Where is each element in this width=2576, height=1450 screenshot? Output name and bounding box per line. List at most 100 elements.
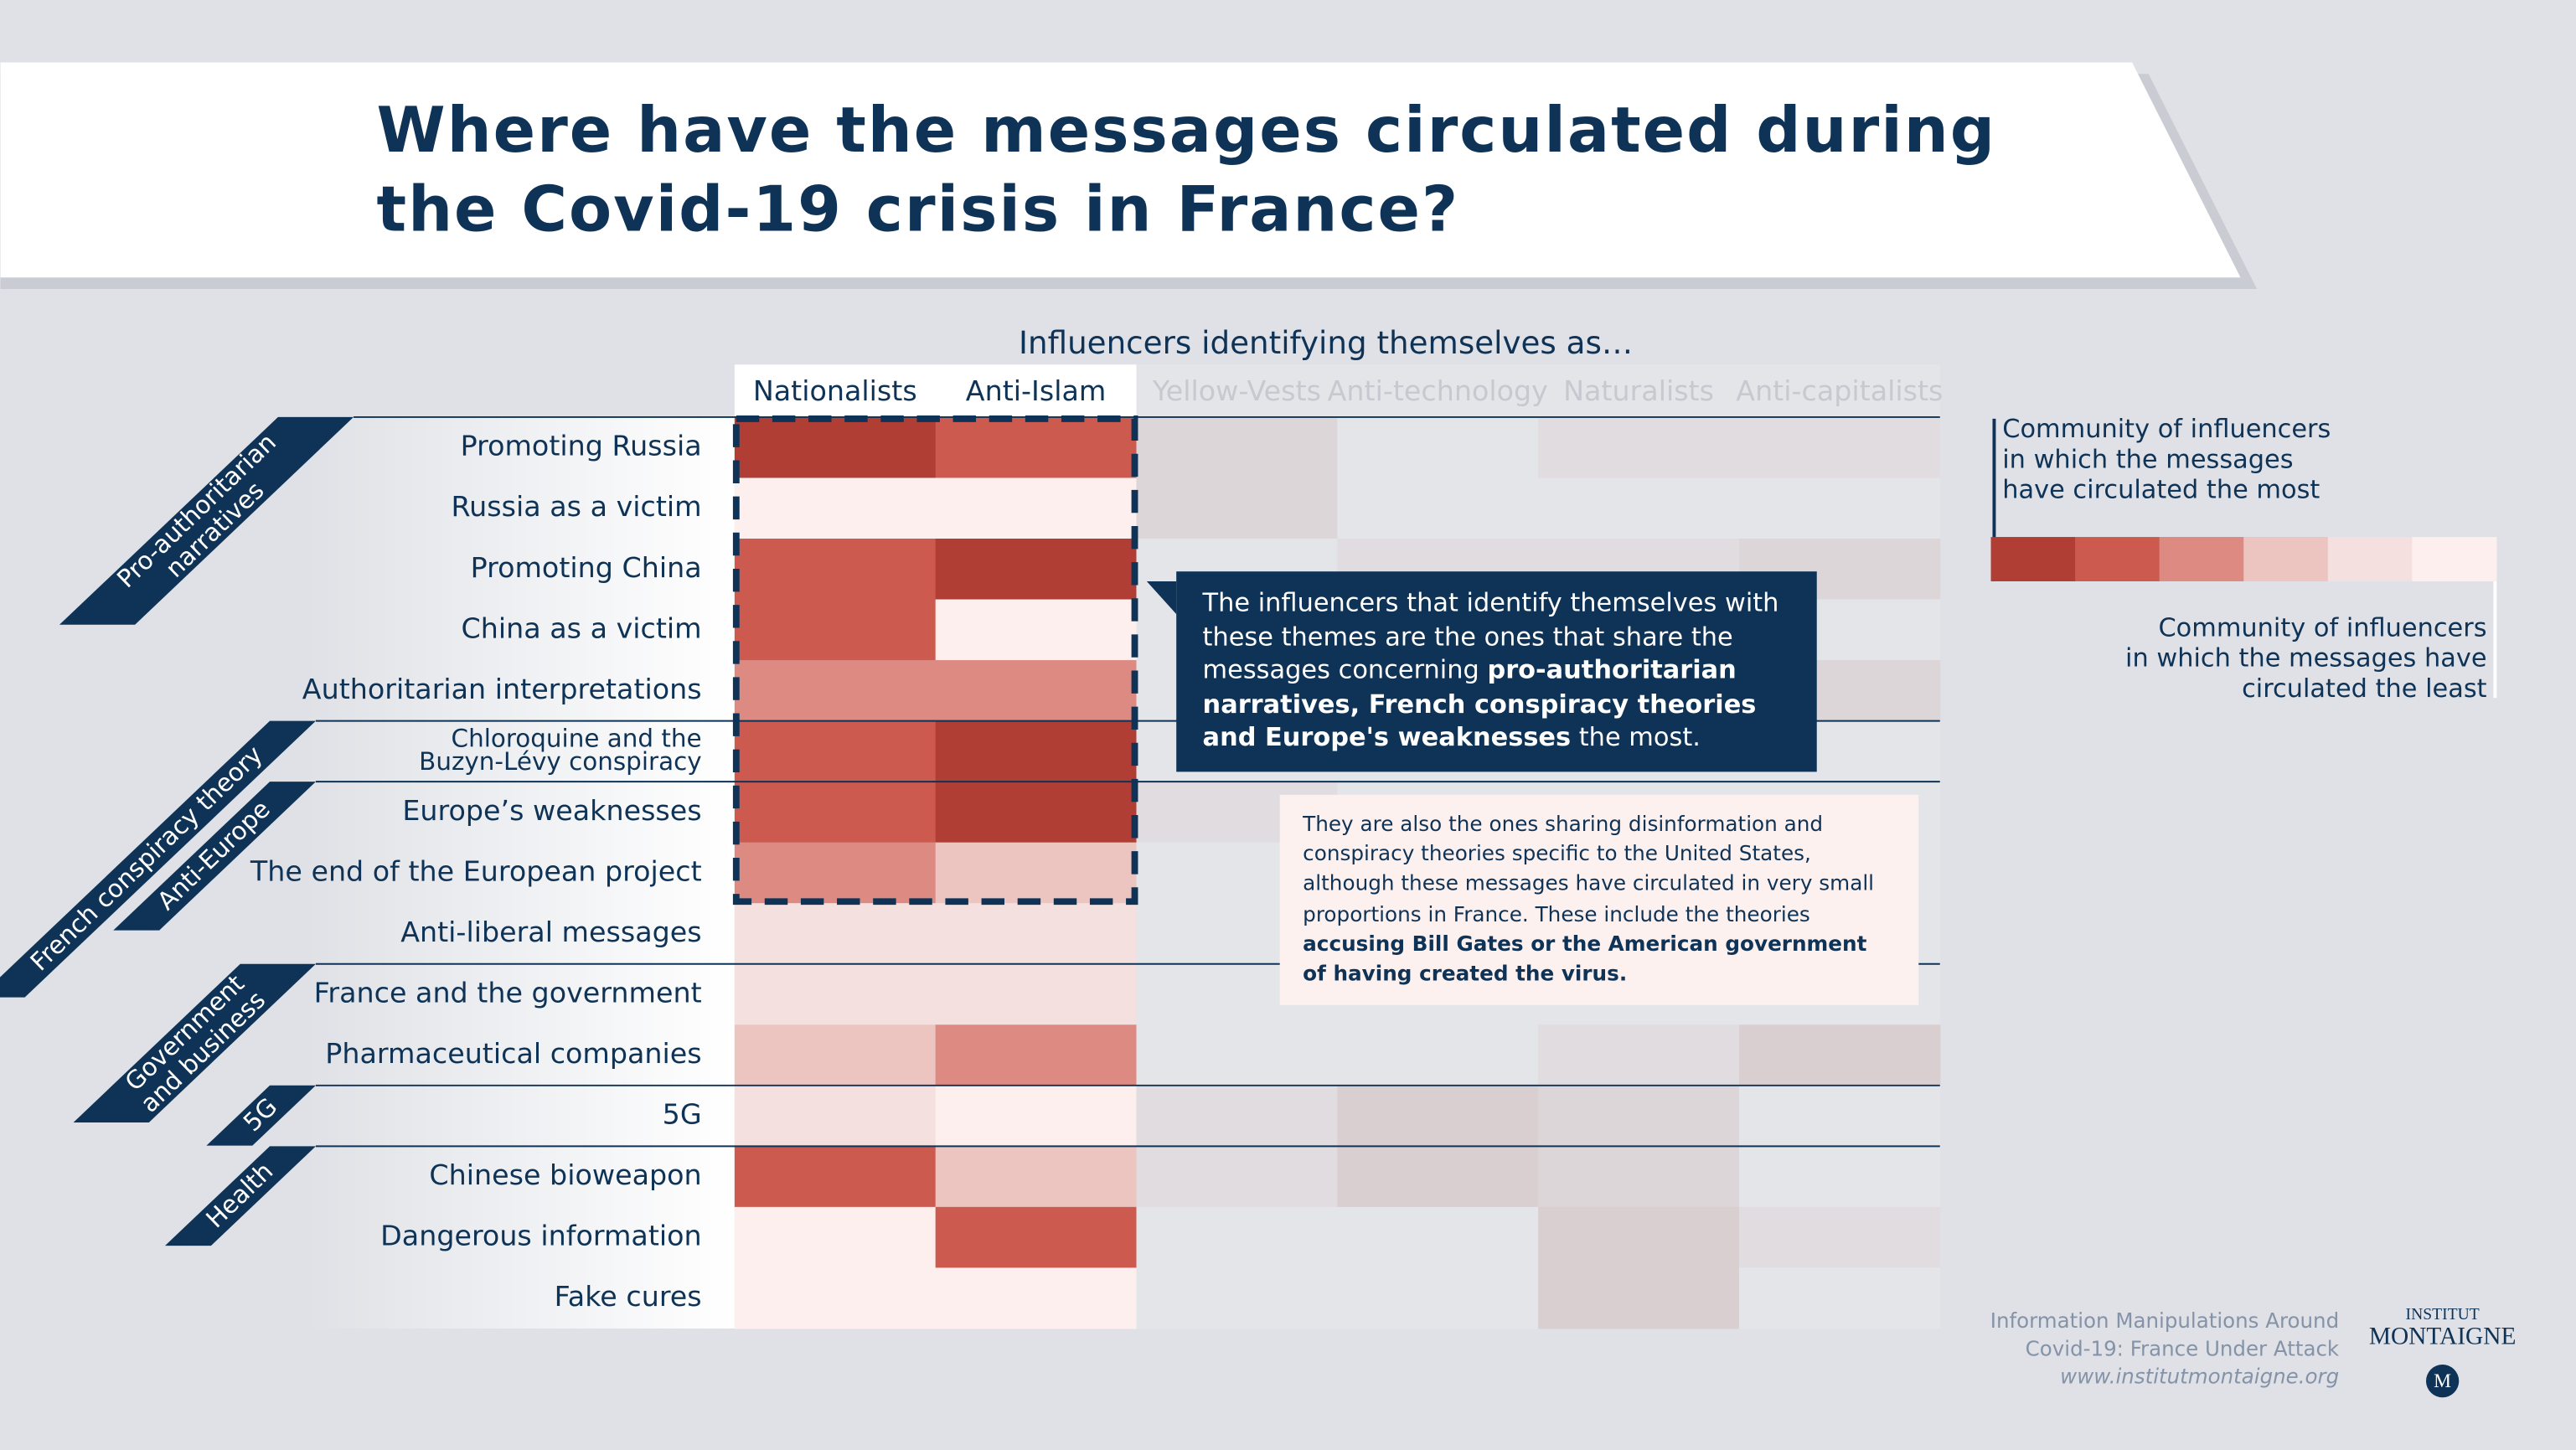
annotation-part: The influencers that identify themselves… [1202, 587, 1779, 685]
row-label: The end of the European project [250, 854, 702, 887]
annotation-text: The influencers that identify themselves… [1176, 571, 1817, 769]
row-label: Anti-liberal messages [400, 916, 701, 948]
annotation-part: They are also the ones sharing disinform… [1303, 811, 1875, 926]
heat-cell [935, 720, 1138, 782]
highlight-box [732, 415, 1138, 906]
annotation-part: accusing Bill Gates or the American gove… [1303, 931, 1867, 986]
column-label: Naturalists [1563, 374, 1714, 407]
legend-swatch [1990, 537, 2076, 581]
annotation-box [1279, 794, 1919, 1005]
heat-cell [1136, 1267, 1338, 1329]
heat-cell [734, 1146, 937, 1208]
column-header: Influencers identifying themselves as… [1019, 324, 1633, 361]
heat-cell [734, 1267, 937, 1329]
column-header-bg [1136, 364, 1940, 417]
heat-cell [1738, 477, 1941, 539]
heat-cell [1538, 477, 1740, 539]
heat-cell [1337, 1267, 1539, 1329]
column-label: Anti-technology [1328, 374, 1548, 407]
row-label: Europe’s weaknesses [402, 794, 701, 827]
heat-cell [1538, 1085, 1740, 1147]
heat-cell [935, 538, 1138, 601]
heat-cell [734, 842, 937, 904]
group-banner [0, 720, 316, 998]
column-label: Yellow-Vests [1152, 374, 1321, 407]
heat-cell [1136, 477, 1338, 539]
heat-cell [935, 1206, 1138, 1268]
heat-cell [935, 1085, 1138, 1147]
annotation-box [1176, 571, 1817, 772]
column-label: Nationalists [753, 374, 917, 407]
heat-cell [935, 599, 1138, 661]
heat-cell [1538, 1146, 1740, 1208]
heat-cell [1538, 1206, 1740, 1268]
heat-cell [734, 416, 937, 479]
row-label: Dangerous information [380, 1220, 701, 1252]
group-banner [165, 1146, 316, 1246]
heat-cell [1337, 416, 1539, 479]
row-label: Promoting Russia [461, 430, 702, 462]
logo-text: MONTAIGNE [2369, 1323, 2517, 1349]
column-label: Anti-capitalists [1736, 374, 1943, 407]
heat-cell [935, 1267, 1138, 1329]
legend-swatch [2327, 537, 2413, 581]
heat-cell [1337, 1085, 1539, 1147]
heat-cell [935, 842, 1138, 904]
legend-swatch [2159, 537, 2244, 581]
title-line: Where have the messages circulated durin… [376, 94, 1996, 167]
heat-cell [734, 903, 937, 965]
heat-cell [935, 477, 1138, 539]
source-text: Information Manipulations Around [1990, 1308, 2339, 1333]
heat-cell [1738, 1206, 1941, 1268]
row-label-area [304, 416, 735, 1329]
row-label: France and the government [314, 976, 702, 1009]
heat-cell [1337, 1024, 1539, 1086]
annotation-text: They are also the ones sharing disinform… [1280, 795, 1919, 1004]
legend-swatch [2412, 537, 2497, 581]
row-label: 5G [663, 1098, 702, 1131]
annotation-part: the most. [1571, 722, 1701, 752]
heat-cell [734, 963, 937, 1025]
heat-cell [1136, 1146, 1338, 1208]
heat-cell [1337, 477, 1539, 539]
group-banner [59, 416, 354, 625]
heat-cell [1538, 1024, 1740, 1086]
column-label: Anti-Islam [966, 374, 1107, 407]
logo-text: M [2434, 1370, 2451, 1392]
row-label: Pharmaceutical companies [325, 1037, 701, 1070]
legend-text: circulated the least [2242, 674, 2487, 704]
heat-cell [1337, 1146, 1539, 1208]
row-label: Russia as a victim [451, 490, 701, 523]
heat-cell [734, 782, 937, 844]
heat-cell [1738, 1085, 1941, 1147]
group-banner [73, 963, 316, 1122]
heat-cell [1337, 1206, 1539, 1268]
heat-cell [935, 1024, 1138, 1086]
heat-cell [935, 903, 1138, 965]
heat-cell [1738, 1146, 1941, 1208]
row-label: Buzyn-Lévy conspiracy [419, 747, 701, 776]
group-banner [206, 1085, 316, 1146]
source-text: Covid-19: France Under Attack [2026, 1336, 2340, 1360]
heat-cell [935, 660, 1138, 722]
group-label: Health [200, 1157, 278, 1234]
heat-cell [734, 720, 937, 782]
annotation-part: pro-authoritarian narratives, French con… [1202, 655, 1757, 752]
heat-cell [1538, 1267, 1740, 1329]
row-label: Promoting China [471, 551, 702, 584]
annotation: The influencers that identify themselves… [1176, 571, 1817, 769]
legend-text: Community of influencers [2158, 613, 2486, 642]
logo-badge [2426, 1365, 2460, 1398]
group-label: Pro-authoritarian [111, 428, 281, 594]
heat-cell [734, 1206, 937, 1268]
legend-text: in which the messages [2002, 445, 2293, 474]
heat-cell [935, 416, 1138, 479]
heat-cell [1738, 1024, 1941, 1086]
heat-cell [1136, 1085, 1338, 1147]
heat-cell [734, 1024, 937, 1086]
heat-cell [1738, 1267, 1941, 1329]
heat-cell [734, 660, 937, 722]
row-label: Fake cures [555, 1280, 702, 1313]
row-label: Chloroquine and the [452, 725, 702, 753]
